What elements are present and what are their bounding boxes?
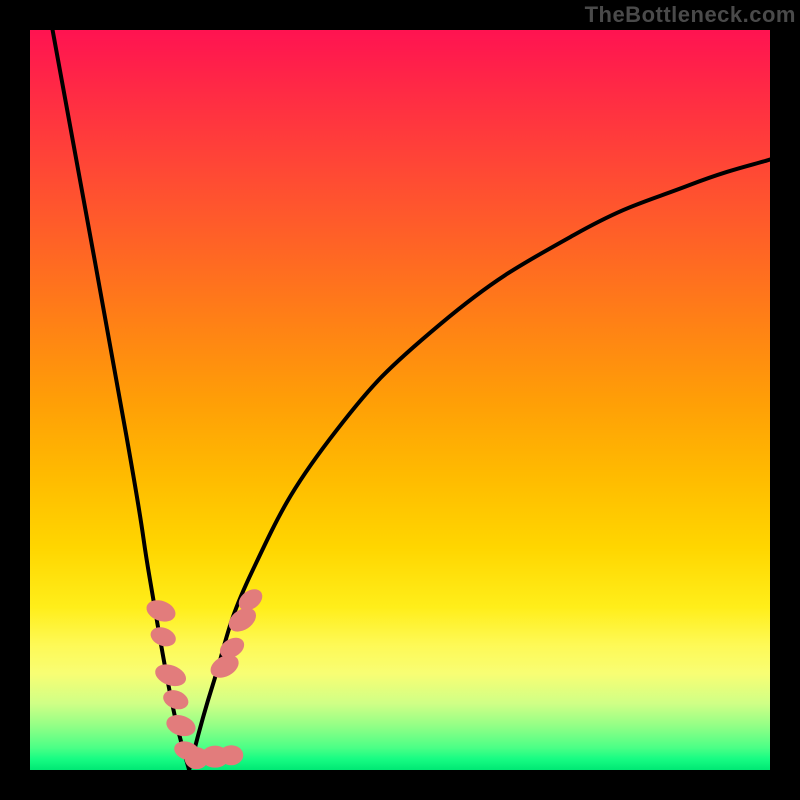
plot-area xyxy=(30,30,770,770)
watermark-text: TheBottleneck.com xyxy=(585,2,796,28)
chart-container: TheBottleneck.com xyxy=(0,0,800,800)
gradient-background xyxy=(30,30,770,770)
